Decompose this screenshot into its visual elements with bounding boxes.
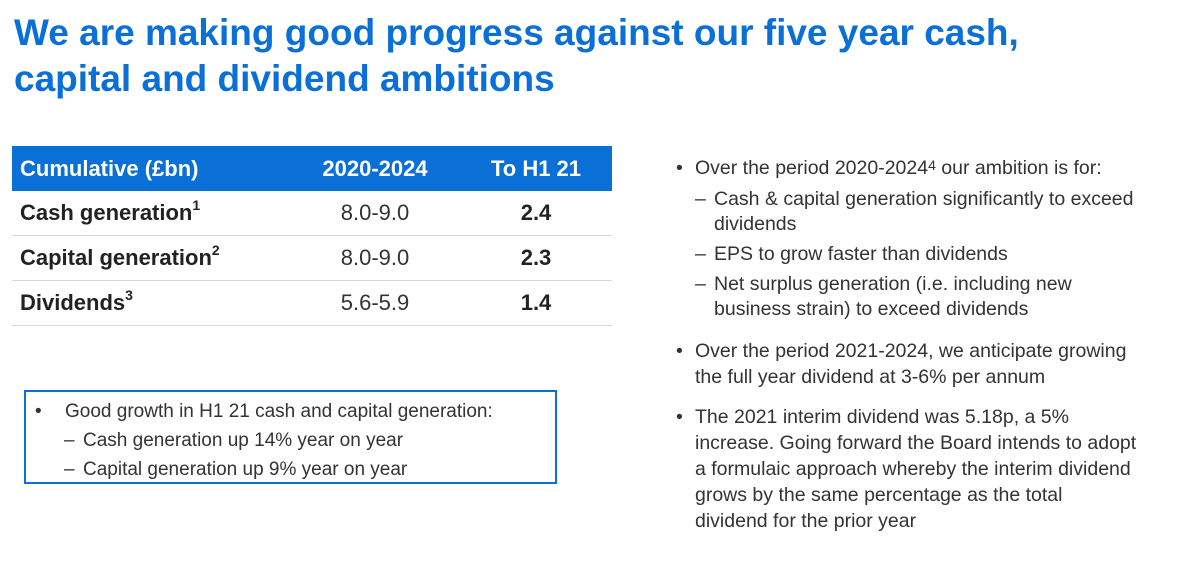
dash-icon: – [695,273,706,295]
ambition-bullet-2-line-1: Over the period 2021-2024, we anticipate… [695,340,1127,362]
range-value: 8.0-9.0 [290,235,460,281]
table-row: Capital generation2 8.0-9.0 2.3 [12,235,612,281]
footnote-marker: 1 [192,197,201,213]
ambition-bullet-3-line-3: a formulaic approach whereby the interim… [695,458,1131,480]
ambition-sub-1-line-1: Cash & capital generation significantly … [714,188,1134,210]
title-line-2: capital and dividend ambitions [14,58,555,99]
ambition-bullet-2-line-2: the full year dividend at 3-6% per annum [695,366,1046,388]
bullet-icon: • [676,406,683,428]
dash-icon: – [695,243,706,265]
header-cumulative: Cumulative (£bn) [12,146,290,191]
footnote-marker: 2 [211,242,220,258]
footnote-marker: 4 [928,157,936,173]
row-label: Cash generation1 [12,191,290,236]
ambition-sub-3-line-2: business strain) to exceed dividends [714,298,1029,320]
row-label: Capital generation2 [12,235,290,281]
ambition-bullet-3-line-2: increase. Going forward the Board intend… [695,432,1137,454]
row-label-text: Cash generation [20,200,193,225]
growth-sub-cash: Cash generation up 14% year on year [83,430,404,451]
bullet-icon: • [676,340,683,362]
table-row: Dividends3 5.6-5.9 1.4 [12,280,612,326]
header-2020-2024: 2020-2024 [290,146,460,191]
ambition-bullet-3-line-5: dividend for the prior year [695,510,917,532]
h1-value: 2.4 [460,191,612,236]
growth-sub-capital: Capital generation up 9% year on year [83,459,408,480]
ambition-bullet-1-text: Over the period 2020-2024 [695,157,929,179]
row-label-text: Capital generation [20,245,212,270]
ambition-bullet-1-suffix: our ambition is for: [935,157,1102,179]
title-line-1: We are making good progress against our … [14,12,1019,53]
bullet-icon: • [676,157,683,179]
bullet-icon: • [35,401,42,422]
page-title: We are making good progress against our … [14,10,1184,102]
range-value: 8.0-9.0 [290,191,460,236]
row-label-text: Dividends [20,290,126,315]
range-value: 5.6-5.9 [290,280,460,326]
dash-icon: – [64,459,75,480]
ambition-sub-3-line-1: Net surplus generation (i.e. including n… [714,273,1072,295]
header-to-h1-21: To H1 21 [460,146,612,191]
growth-highlight-box: • Good growth in H1 21 cash and capital … [24,390,557,484]
cumulative-metrics-table: Cumulative (£bn) 2020-2024 To H1 21 Cash… [12,146,612,326]
ambition-sub-1-line-2: dividends [714,213,797,235]
ambition-bullet-1: Over the period 2020-20244 our ambition … [695,156,1102,181]
growth-bullet: Good growth in H1 21 cash and capital ge… [65,401,493,422]
dash-icon: – [64,430,75,451]
table-header-row: Cumulative (£bn) 2020-2024 To H1 21 [12,146,612,191]
dash-icon: – [695,188,706,210]
row-label: Dividends3 [12,280,290,326]
footnote-marker: 3 [125,287,133,303]
h1-value: 2.3 [460,235,612,281]
table-row: Cash generation1 8.0-9.0 2.4 [12,191,612,236]
ambition-bullet-3-line-1: The 2021 interim dividend was 5.18p, a 5… [695,406,1069,428]
ambition-sub-2: EPS to grow faster than dividends [714,243,1008,265]
ambition-bullet-3-line-4: grows by the same percentage as the tota… [695,484,1063,506]
h1-value: 1.4 [460,280,612,326]
